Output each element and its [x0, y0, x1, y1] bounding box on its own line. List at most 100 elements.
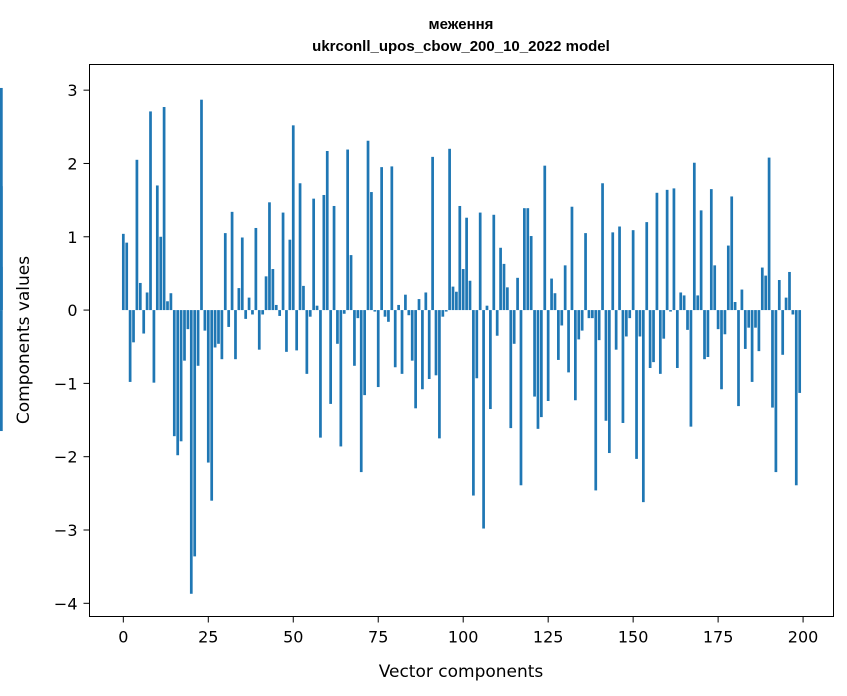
bar-151: [635, 310, 638, 459]
bar-121: [533, 310, 536, 397]
bar-201: [0, 310, 3, 432]
bar-104: [475, 310, 479, 379]
bar-176: [720, 310, 723, 390]
bar-120: [529, 236, 533, 311]
bar-67: [349, 255, 353, 311]
bar-152: [638, 310, 642, 337]
y-axis-label: Components values: [14, 256, 34, 424]
bar-31: [227, 310, 231, 327]
bar-140: [597, 310, 601, 341]
bar-106: [482, 310, 485, 529]
bar-187: [757, 310, 761, 352]
bar-174: [713, 265, 717, 311]
bar-150: [631, 230, 635, 311]
bar-103: [472, 310, 475, 496]
bar-107: [485, 305, 489, 311]
bar-170: [699, 210, 703, 311]
bar-71: [363, 310, 366, 396]
bar-88: [421, 310, 424, 390]
bar-18: [183, 310, 186, 361]
bar-179: [730, 196, 734, 311]
bar-115: [512, 310, 516, 344]
bar-134: [577, 310, 581, 340]
bar-86: [414, 310, 417, 409]
bar-70: [359, 310, 363, 473]
y-tick-label: 0: [67, 301, 77, 320]
y-tick-label: −4: [54, 594, 78, 613]
bar-166: [686, 310, 689, 330]
bar-144: [611, 232, 615, 311]
bar-55: [308, 310, 312, 317]
bar-87: [417, 299, 421, 311]
bar-51: [295, 310, 299, 351]
bar-195: [784, 297, 788, 311]
bar-124: [543, 165, 547, 311]
bar-79: [390, 166, 394, 311]
bar-132: [570, 206, 574, 311]
bar-53: [302, 285, 305, 311]
bar-29: [220, 310, 224, 360]
bar-193: [777, 280, 781, 311]
bar-116: [516, 277, 519, 311]
bar-143: [607, 310, 611, 454]
bar-39: [254, 227, 258, 311]
bar-32: [230, 211, 234, 311]
bar-197: [791, 310, 795, 315]
bar-81: [397, 304, 400, 311]
bar-185: [750, 310, 754, 382]
bar-149: [628, 310, 632, 319]
bar-22: [196, 310, 200, 366]
bar-145: [614, 310, 618, 350]
x-tick-label: 75: [368, 628, 388, 647]
x-tick-label: 175: [703, 628, 734, 647]
bar-133: [574, 310, 577, 401]
x-axis-label: Vector components: [379, 662, 544, 682]
bar-17: [179, 310, 183, 442]
bar-60: [325, 151, 329, 311]
bar-68: [353, 310, 356, 366]
bar-160: [665, 189, 669, 311]
bar-182: [740, 289, 744, 311]
bar-16: [176, 310, 180, 456]
bar-24: [203, 310, 207, 331]
bar-111: [499, 247, 502, 311]
bar-94: [441, 310, 445, 317]
bar-46: [278, 310, 282, 316]
bar-203: [0, 186, 3, 311]
chart-title: меження: [429, 16, 494, 33]
bar-98: [455, 291, 458, 311]
bar-27: [213, 310, 217, 348]
y-tick-label: 3: [67, 81, 77, 100]
bar-23: [200, 99, 203, 311]
bar-33: [234, 310, 237, 360]
bar-131: [567, 310, 570, 373]
bar-72: [366, 140, 370, 311]
bar-199: [798, 310, 802, 393]
bar-84: [407, 310, 411, 316]
bar-35: [240, 237, 244, 311]
bar-76: [380, 167, 383, 311]
bar-5: [138, 282, 142, 311]
bar-77: [383, 310, 387, 317]
x-tick-label: 0: [118, 628, 128, 647]
bar-65: [342, 310, 346, 314]
bar-184: [747, 310, 751, 328]
bar-130: [563, 265, 567, 311]
bar-10: [155, 185, 159, 311]
bar-169: [696, 295, 700, 311]
bar-69: [356, 310, 360, 319]
bar-123: [540, 310, 543, 418]
bar-6: [142, 310, 146, 334]
bar-20: [189, 310, 193, 594]
bar-165: [682, 295, 686, 311]
bar-114: [509, 310, 513, 429]
bar-12: [162, 107, 166, 311]
bar-78: [387, 310, 390, 322]
bar-172: [706, 310, 710, 357]
bar-85: [410, 310, 414, 361]
bar-117: [519, 310, 523, 486]
bar-82: [400, 310, 404, 374]
bar-43: [268, 202, 271, 311]
bar-175: [716, 310, 720, 330]
